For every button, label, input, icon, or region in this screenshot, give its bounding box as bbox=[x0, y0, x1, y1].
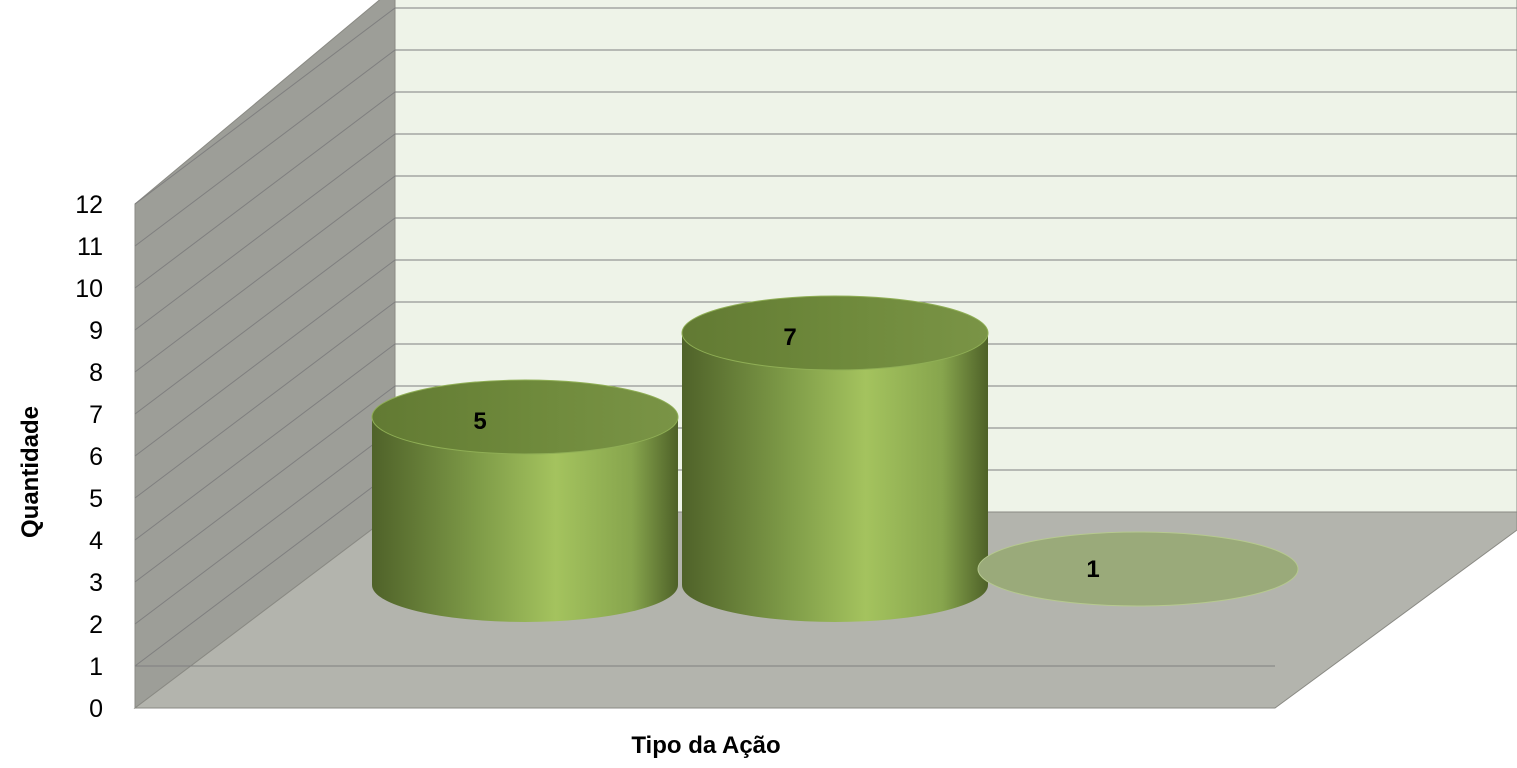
gridline-side bbox=[134, 343, 396, 541]
gridline-side bbox=[134, 259, 396, 457]
gridline-side bbox=[134, 469, 396, 667]
gridline-side bbox=[134, 301, 396, 499]
y-tick-label: 2 bbox=[89, 611, 103, 639]
y-tick-label: 8 bbox=[89, 359, 103, 387]
gridline-side bbox=[134, 133, 396, 331]
cylinder-top bbox=[681, 295, 989, 371]
data-label: 1 bbox=[1086, 556, 1099, 583]
y-tick-label: 3 bbox=[89, 569, 103, 597]
cylinder-body bbox=[372, 417, 678, 622]
y-tick-label: 6 bbox=[89, 443, 103, 471]
gridline-side bbox=[134, 427, 396, 625]
gridline-side bbox=[134, 217, 396, 415]
y-tick-label: 10 bbox=[75, 275, 103, 303]
y-tick-label: 1 bbox=[89, 653, 103, 681]
gridline-side bbox=[134, 385, 396, 583]
cylinder-bar: 7 bbox=[681, 295, 989, 622]
x-axis-title: Tipo da Ação bbox=[631, 732, 780, 759]
cylinder-bar: 5 bbox=[371, 379, 679, 622]
gridline-side bbox=[134, 175, 396, 373]
cylinder-bar: 1 bbox=[977, 531, 1299, 607]
cylinder-body bbox=[682, 333, 988, 622]
bars: 5 7 1 bbox=[371, 295, 1299, 622]
y-axis-title: Quantidade bbox=[17, 406, 44, 538]
y-tick-label: 7 bbox=[89, 401, 103, 429]
y-tick-label: 4 bbox=[89, 527, 103, 555]
data-label: 7 bbox=[783, 324, 796, 351]
y-tick-label: 11 bbox=[77, 233, 103, 261]
y-tick-label: 9 bbox=[89, 317, 103, 345]
y-tick-label: 0 bbox=[89, 695, 103, 723]
y-tick-label: 5 bbox=[89, 485, 103, 513]
gridline-side bbox=[134, 91, 396, 289]
cylinder-top bbox=[977, 531, 1299, 607]
y-tick-label: 12 bbox=[75, 191, 103, 219]
gridline-side bbox=[134, 7, 396, 205]
data-label: 5 bbox=[473, 408, 486, 435]
cylinder-top bbox=[371, 379, 679, 455]
gridline-side bbox=[134, 49, 396, 247]
